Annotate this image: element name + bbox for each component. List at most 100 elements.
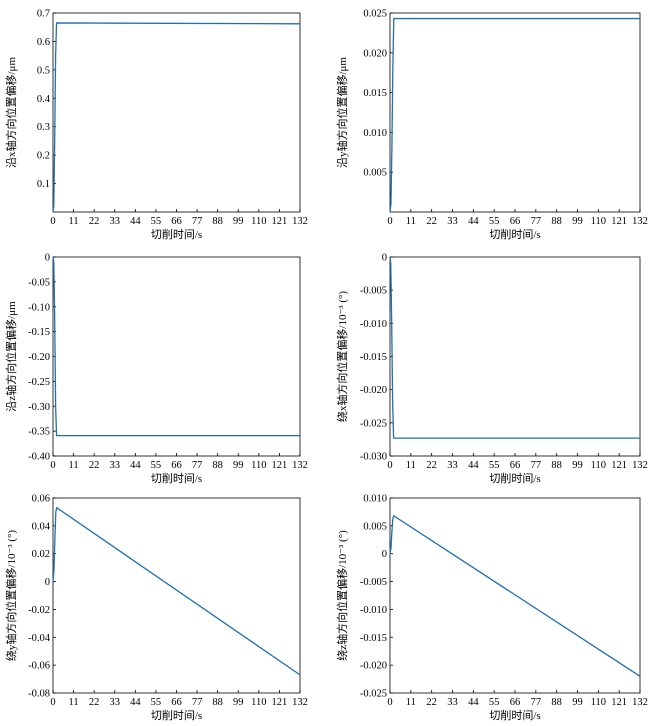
x-tick-label: 22 [89, 697, 100, 708]
x-tick-label: 132 [292, 216, 308, 227]
x-tick-label: 22 [426, 697, 437, 708]
chart-panel-6: 0 11 22 33 44 55 66 77 88 99 110 121 132 -0.025 -0.020… [335, 494, 648, 723]
x-tick-label: 0 [50, 216, 55, 227]
x-tick-label: 55 [151, 460, 162, 471]
y-tick-label: -0.020 [360, 661, 387, 672]
series-line-1 [389, 17, 640, 213]
x-tick-label: 0 [387, 460, 392, 471]
x-tick-label: 110 [591, 697, 606, 708]
y-tick-label: -0.025 [360, 418, 387, 429]
series-line-1 [52, 506, 301, 676]
y-tick-label: -0.005 [360, 286, 387, 297]
y-tick-label: 0.2 [37, 151, 50, 162]
x-tick-label: 33 [110, 216, 121, 227]
plot-frame [52, 256, 301, 457]
x-tick-label: 33 [110, 697, 121, 708]
x-tick-label: 132 [632, 216, 648, 227]
x-tick-label: 77 [531, 697, 542, 708]
y-tick-label: 0.4 [37, 94, 51, 105]
y-axis-title: 绕y轴方向位置偏移/10⁻³ (°) [4, 530, 18, 661]
x-tick-label: 11 [406, 697, 416, 708]
y-tick-label: 0 [45, 577, 50, 588]
x-tick-label: 110 [591, 460, 606, 471]
x-tick-label: 88 [551, 216, 562, 227]
y-tick-label: 0 [382, 549, 387, 560]
y-tick-label: -0.08 [28, 689, 50, 700]
x-tick-label: 55 [489, 697, 500, 708]
plot-frame [389, 12, 641, 213]
x-tick-label: 0 [50, 460, 55, 471]
y-tick-label: -0.015 [360, 633, 387, 644]
x-tick-label: 0 [50, 697, 55, 708]
x-tick-label: 121 [272, 460, 288, 471]
x-tick-label: 22 [89, 216, 100, 227]
y-tick-label: -0.05 [28, 277, 50, 288]
y-tick-label: -0.005 [360, 577, 387, 588]
y-tick-label: -0.015 [360, 352, 387, 363]
x-tick-label: 77 [192, 697, 203, 708]
y-tick-label: 0.04 [32, 521, 51, 532]
x-tick-label: 77 [192, 460, 203, 471]
y-tick-label: 0 [45, 253, 50, 264]
y-tick-label: -0.25 [28, 377, 50, 388]
x-axis-title: 切削时间/s [151, 227, 202, 241]
chart-panel-4: 0 11 22 33 44 55 66 77 88 99 110 121 132 -0.030 -0.025… [335, 253, 648, 486]
y-tick-label: -0.030 [360, 452, 387, 463]
y-axis-title: 沿z轴方向位置偏移/μm [4, 301, 18, 412]
x-tick-label: 99 [233, 216, 244, 227]
x-tick-label: 11 [406, 460, 416, 471]
x-tick-label: 132 [632, 460, 648, 471]
chart-panel-5: 0 11 22 33 44 55 66 77 88 99 110 121 132 -0.08 -0.06 -0… [4, 494, 308, 723]
y-tick-label: -0.10 [28, 302, 50, 313]
x-axis-title: 切削时间/s [489, 471, 540, 485]
x-tick-label: 77 [531, 460, 542, 471]
y-axis-title: 沿x轴方向位置偏移/μm [4, 57, 18, 168]
y-tick-label: -0.04 [28, 633, 51, 644]
x-tick-label: 33 [447, 216, 458, 227]
plot-frame [52, 497, 301, 694]
y-tick-label: 0.025 [363, 9, 387, 20]
x-tick-label: 88 [212, 460, 223, 471]
series-line-1 [52, 256, 300, 437]
x-tick-label: 66 [171, 460, 182, 471]
x-tick-label: 88 [212, 697, 223, 708]
x-tick-label: 0 [387, 697, 392, 708]
y-tick-label: 0.010 [363, 128, 387, 139]
x-tick-label: 88 [212, 216, 223, 227]
x-tick-label: 44 [130, 697, 141, 708]
x-tick-label: 99 [233, 697, 244, 708]
y-tick-label: 0.005 [363, 168, 387, 179]
y-tick-label: -0.020 [360, 385, 387, 396]
y-tick-label: -0.30 [28, 402, 50, 413]
chart-panel-2: 0 11 22 33 44 55 66 77 88 99 110 121 132 0.005 0.010 0.… [335, 9, 648, 242]
y-tick-label: 0 [382, 253, 387, 264]
x-tick-label: 55 [151, 697, 162, 708]
x-tick-label: 99 [233, 460, 244, 471]
y-tick-label: -0.06 [28, 661, 50, 672]
x-tick-label: 121 [272, 697, 288, 708]
chart-panel-1: 0 11 22 33 44 55 66 77 88 99 110 121 132 0.1 0.2 0.3 0.4… [4, 9, 308, 242]
x-tick-label: 132 [632, 697, 648, 708]
y-tick-label: -0.010 [360, 605, 387, 616]
x-tick-label: 33 [447, 460, 458, 471]
y-tick-label: -0.20 [28, 352, 50, 363]
y-tick-label: -0.010 [360, 319, 387, 330]
y-tick-label: 0.02 [32, 549, 50, 560]
y-axis-title: 沿y轴方向位置偏移/μm [335, 57, 349, 168]
x-axis-title: 切削时间/s [489, 708, 540, 722]
y-tick-label: -0.02 [28, 605, 50, 616]
x-tick-label: 44 [130, 460, 141, 471]
x-tick-label: 99 [572, 460, 583, 471]
y-tick-label: -0.15 [28, 327, 50, 338]
x-axis-title: 切削时间/s [151, 471, 202, 485]
x-tick-label: 132 [292, 460, 308, 471]
y-tick-label: 0.005 [363, 521, 387, 532]
y-axis-title: 绕x轴方向位置偏移/10⁻³ (°) [335, 291, 349, 422]
x-tick-label: 77 [531, 216, 542, 227]
x-tick-label: 22 [426, 216, 437, 227]
x-tick-label: 110 [251, 460, 266, 471]
x-tick-label: 55 [489, 460, 500, 471]
x-tick-label: 22 [89, 460, 100, 471]
x-axis-title: 切削时间/s [151, 708, 202, 722]
